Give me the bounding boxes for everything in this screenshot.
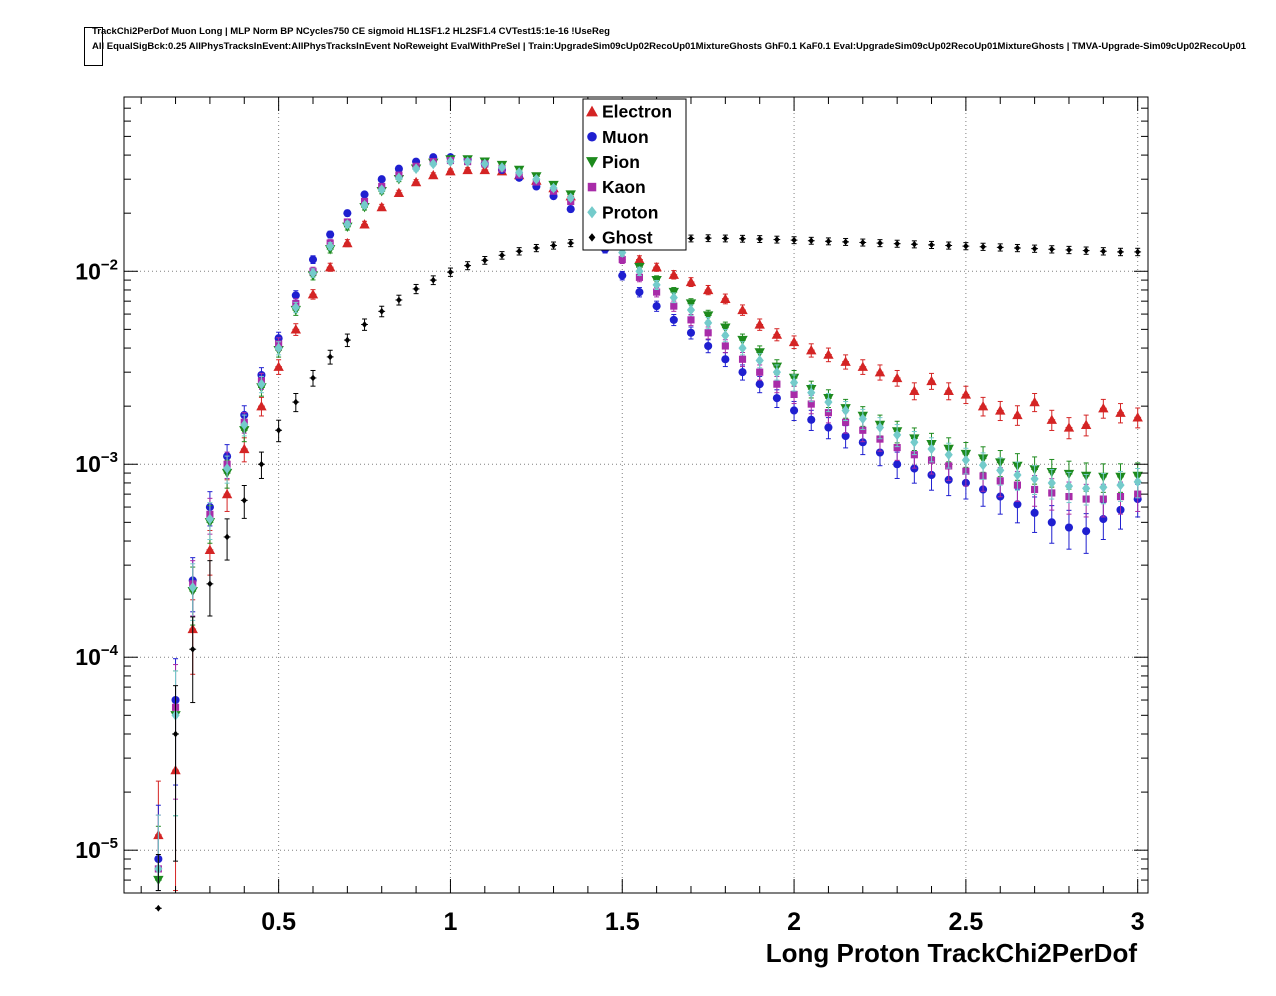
- x-tick-label: 1.5: [605, 908, 640, 936]
- legend-label: Ghost: [602, 227, 653, 247]
- legend-entry-ghost: Ghost: [588, 227, 653, 247]
- plot-frame: [123, 96, 1149, 894]
- x-tick-label: 1: [443, 908, 457, 936]
- legend-entry-electron: Electron: [586, 102, 672, 122]
- legend-label: Kaon: [602, 177, 646, 197]
- plot-title-line2: All EqualSigBck:0.25 AllPhysTracksInEven…: [92, 41, 1247, 52]
- y-tick-label: 10−5: [75, 835, 118, 863]
- axis-ticks: [124, 97, 1148, 893]
- legend-entry-muon: Muon: [587, 127, 649, 147]
- plot-title-line1: TrackChi2PerDof Muon Long | MLP Norm BP …: [92, 26, 610, 37]
- y-tick-label: 10−4: [75, 642, 118, 670]
- x-tick-label: 3: [1131, 908, 1145, 936]
- legend-box: [582, 98, 687, 251]
- legend-entry-kaon: Kaon: [587, 177, 646, 197]
- data-series: [153, 153, 1143, 912]
- legend-label: Proton: [602, 202, 658, 222]
- x-axis-title: Long Proton TrackChi2PerDof: [766, 938, 1138, 968]
- x-tick-label: 2.5: [948, 908, 983, 936]
- series-electron: [153, 164, 1143, 892]
- legend-label: Pion: [602, 152, 640, 172]
- series-muon: [154, 153, 1142, 892]
- legend: Electron Muon Pion Kaon Proton Ghost: [582, 98, 687, 251]
- series-ghost: [154, 234, 1142, 912]
- series-proton: [154, 156, 1142, 892]
- legend-entry-proton: Proton: [587, 202, 658, 222]
- empty-stats-box: [84, 27, 103, 66]
- legend-entry-pion: Pion: [586, 152, 640, 172]
- y-tick-label: 10−2: [75, 256, 118, 284]
- series-pion: [153, 155, 1143, 892]
- legend-label: Muon: [602, 127, 649, 147]
- legend-label: Electron: [602, 102, 672, 122]
- x-tick-label: 2: [787, 908, 801, 936]
- axis-labels: 0.5 1 1.5 2 2.5 3 10−5 10−4 10−3 10−2 Long Proton …: [75, 256, 1144, 968]
- x-tick-label: 0.5: [261, 908, 296, 936]
- y-tick-label: 10−3: [75, 449, 118, 477]
- series-kaon: [154, 156, 1142, 892]
